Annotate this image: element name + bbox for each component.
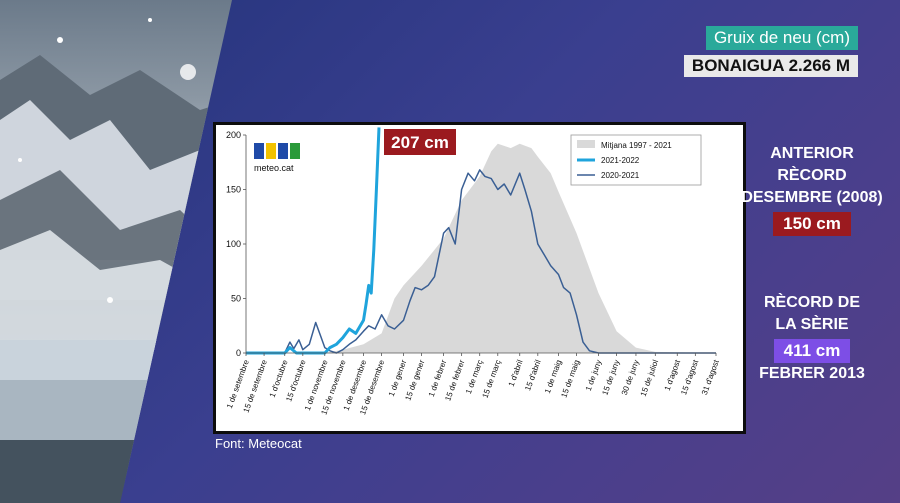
logo-text: meteo.cat [254,163,294,173]
x-tick-label: 1 d'agost [663,358,683,392]
peak-annotation-label: 207 cm [391,133,449,152]
meteocat-logo: meteo.cat [254,143,300,173]
legend-swatch-mean [577,140,595,148]
previous-record-line-2: RÈCORD [777,167,847,184]
series-area-mean [246,143,716,353]
x-tick-label: 15 de maig [559,359,581,399]
chart-container: 0 50 100 150 200 1 de setembre 15 de setembre… [213,122,746,434]
x-tick-label: 1 de maig [543,359,563,395]
x-tick-label: 1 de març [464,359,485,396]
legend-label-2021-2022: 2021-2022 [601,156,640,165]
peak-annotation: 207 cm [384,129,456,155]
legend-label-2020-2021: 2020-2021 [601,171,640,180]
series-line-2021-2022 [246,127,381,355]
chart-legend: Mitjana 1997 - 2021 2021-2022 2020-2021 [570,134,702,186]
y-tick-label: 200 [226,130,241,140]
y-tick-label: 50 [231,294,241,304]
x-tick-label: 15 d'abril [523,358,543,392]
chart-title-tag: Gruix de neu (cm) [705,26,858,50]
x-tick-label: 15 de juny [600,359,621,397]
x-tick-label: 30 de juny [620,359,641,397]
series-record-value: 411 cm [773,339,851,363]
x-tick-label: 1 d'abril [507,358,525,387]
x-tick-label: 31 d'agost [700,358,721,396]
previous-record-value: 150 cm [773,212,851,236]
series-record-line-2: LA SÈRIE [775,316,849,333]
mountain-photo [0,0,232,503]
y-tick-label: 100 [226,239,241,249]
y-tick-label: 150 [226,185,241,195]
x-tick-label: 15 d'agost [679,358,700,396]
station-tag: BONAIGUA 2.266 M [683,55,858,77]
series-record-line-1: RÈCORD DE [763,294,860,311]
series-record-date: FEBRER 2013 [759,365,865,382]
previous-record-line-1: ANTERIOR [770,145,854,162]
previous-record-panel: ANTERIOR RÈCORD DESEMBRE (2008) 150 cm [737,143,887,236]
series-record-panel: RÈCORD DE LA SÈRIE 411 cm FEBRER 2013 [737,292,887,385]
y-tick-label: 0 [236,348,241,358]
previous-record-line-3: DESEMBRE (2008) [741,189,883,206]
x-tick-label: 15 de juliol [639,358,661,397]
legend-label-mean: Mitjana 1997 - 2021 [601,141,672,150]
source-label: Font: Meteocat [215,436,302,451]
x-tick-label: 15 de març [481,359,503,400]
series-line-2020-2021 [246,169,716,354]
x-tick-label: 1 de juny [584,359,604,393]
